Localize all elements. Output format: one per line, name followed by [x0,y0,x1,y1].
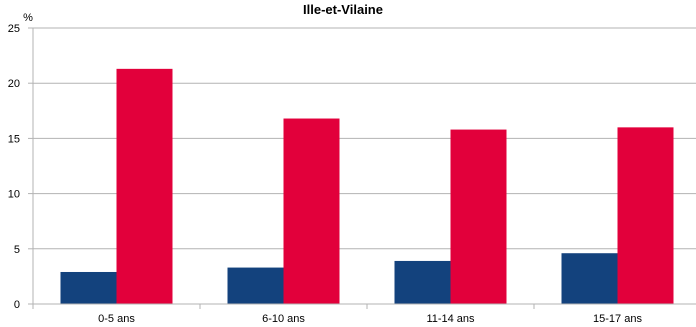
y-tick-label: 20 [8,78,20,90]
bar-series-1-6-10-ans [227,267,284,304]
y-axis-ticks: 0 5 10 15 20 25 [8,23,33,311]
bars [60,68,674,305]
x-tick-label: 11-14 ans [426,313,475,325]
bar-series-1-11-14-ans [394,260,451,304]
chart-title: Ille-et-Vilaine [303,2,383,17]
bar-series-2-0-5-ans [116,68,173,305]
x-tick-label: 15-17 ans [593,313,642,325]
x-tick-label: 0-5 ans [98,313,135,325]
bar-series-1-15-17-ans [561,253,618,304]
y-tick-label: 10 [8,189,20,201]
bar-series-2-6-10-ans [283,118,340,304]
y-tick-label: 5 [14,244,20,256]
x-axis-ticks: 0-5 ans 6-10 ans 11-14 ans 15-17 ans [32,304,642,325]
y-tick-label: 15 [8,133,20,145]
bar-series-2-11-14-ans [450,129,507,304]
y-tick-label: 25 [8,23,20,35]
bar-series-1-0-5-ans [60,271,117,304]
bar-series-2-15-17-ans [617,127,674,304]
y-axis-unit-label: % [23,12,33,24]
x-tick-label: 6-10 ans [262,313,305,325]
y-tick-label: 0 [14,299,20,311]
